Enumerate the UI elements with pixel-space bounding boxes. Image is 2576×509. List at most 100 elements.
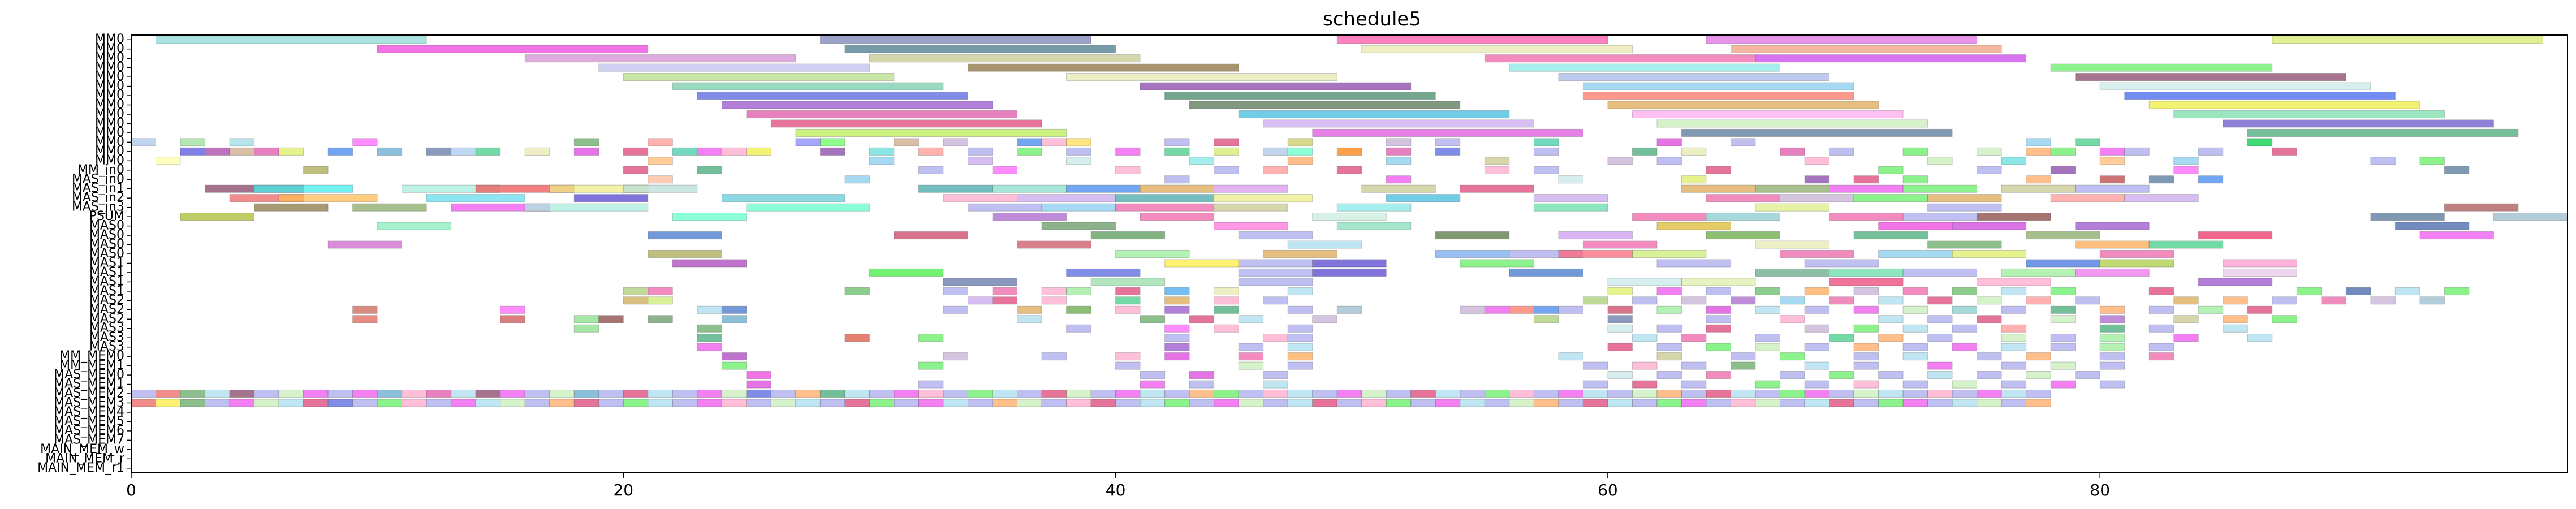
- task-bar: [475, 389, 501, 398]
- task-bar: [2075, 73, 2346, 81]
- task-bar: [1140, 380, 1166, 389]
- row-label: MAS0: [89, 247, 124, 261]
- row-label: MM0: [95, 88, 124, 102]
- task-bar: [1312, 128, 1583, 137]
- task-bar: [1041, 389, 1067, 398]
- task-bar: [1730, 399, 1756, 407]
- task-bar: [1214, 296, 1239, 305]
- task-bar: [1435, 138, 1461, 146]
- task-bar: [1435, 389, 1461, 398]
- task-bar: [1140, 389, 1166, 398]
- task-bar: [1164, 138, 1190, 146]
- task-bar: [2050, 315, 2076, 323]
- task-bar: [697, 305, 722, 314]
- task-bar: [352, 389, 378, 398]
- task-bar: [1656, 389, 1682, 398]
- task-bar: [180, 399, 206, 407]
- task-bar: [2223, 268, 2297, 277]
- task-bar: [770, 119, 1042, 128]
- task-bar: [1386, 147, 1412, 156]
- row-label: MAS_in1: [72, 182, 124, 196]
- task-bar: [1853, 194, 1928, 202]
- task-bar: [1977, 315, 2002, 323]
- task-bar: [918, 334, 944, 342]
- task-bar: [869, 399, 895, 407]
- task-bar: [1977, 389, 2002, 398]
- task-bar: [1361, 399, 1387, 407]
- row-label: MAS3: [89, 340, 124, 354]
- task-bar: [943, 399, 969, 407]
- task-bar: [1164, 287, 1190, 295]
- row-label: MAS_in3: [72, 200, 124, 214]
- task-bar: [1952, 324, 1978, 333]
- task-bar: [648, 175, 673, 184]
- row-label: MAS_in0: [72, 172, 124, 186]
- task-bar: [1115, 203, 1215, 212]
- task-bar: [1755, 287, 1781, 295]
- task-bar: [2001, 334, 2027, 342]
- task-bar: [2148, 343, 2174, 351]
- task-bar: [1115, 389, 1141, 398]
- task-bar: [1681, 147, 1707, 156]
- task-bar: [894, 389, 919, 398]
- task-bar: [1041, 399, 1067, 407]
- task-bar: [229, 399, 255, 407]
- task-bar: [402, 399, 427, 407]
- task-bar: [672, 259, 747, 268]
- task-bar: [648, 296, 673, 305]
- task-bar: [1115, 399, 1141, 407]
- task-bar: [524, 389, 550, 398]
- task-bar: [1607, 278, 1682, 286]
- task-bar: [918, 380, 944, 389]
- task-bar: [648, 138, 673, 146]
- task-bar: [1780, 389, 1805, 398]
- task-bar: [2001, 343, 2027, 351]
- task-bar: [746, 203, 870, 212]
- task-bar: [1607, 389, 1633, 398]
- task-bar: [1656, 343, 1682, 351]
- task-bar: [1977, 352, 2002, 361]
- task-bar: [1066, 184, 1141, 193]
- task-bar: [1706, 231, 1781, 240]
- task-bar: [746, 380, 771, 389]
- task-bar: [1582, 91, 1854, 100]
- row-label: MAIN_MEM_w: [40, 442, 124, 456]
- row-label: MAIN_MEM_r1: [37, 461, 124, 475]
- task-bar: [1361, 389, 1387, 398]
- task-bar: [1189, 389, 1215, 398]
- task-bar: [1902, 213, 1978, 221]
- task-bar: [1287, 352, 1313, 361]
- task-bar: [943, 305, 969, 314]
- task-bar: [2173, 315, 2199, 323]
- task-bar: [968, 63, 1239, 72]
- task-bar: [721, 305, 747, 314]
- task-bar: [1607, 324, 1633, 333]
- task-bar: [1952, 305, 1978, 314]
- task-bar: [1829, 389, 1854, 398]
- task-bar: [1755, 380, 1781, 389]
- task-bar: [1263, 399, 1288, 407]
- task-bar: [2223, 315, 2248, 323]
- task-bar: [1484, 305, 1510, 314]
- task-bar: [1263, 119, 1534, 128]
- task-bar: [156, 36, 427, 44]
- task-bar: [1558, 249, 1633, 258]
- task-bar: [1460, 184, 1534, 193]
- task-bar: [2272, 147, 2297, 156]
- task-bar: [1607, 343, 1633, 351]
- task-bar: [451, 389, 476, 398]
- task-bar: [1484, 166, 1510, 174]
- task-bar: [2050, 380, 2076, 389]
- task-bar: [2148, 175, 2174, 184]
- task-bar: [1238, 110, 1510, 119]
- task-bar: [1706, 36, 1978, 44]
- task-bar: [1927, 334, 1953, 342]
- row-label: MAS2: [89, 303, 124, 317]
- task-bar: [1287, 305, 1313, 314]
- task-bar: [623, 166, 649, 174]
- task-bar: [1336, 389, 1362, 398]
- task-bar: [1017, 138, 1042, 146]
- task-bar: [943, 278, 1018, 286]
- task-bar: [1804, 389, 1830, 398]
- task-bar: [869, 389, 895, 398]
